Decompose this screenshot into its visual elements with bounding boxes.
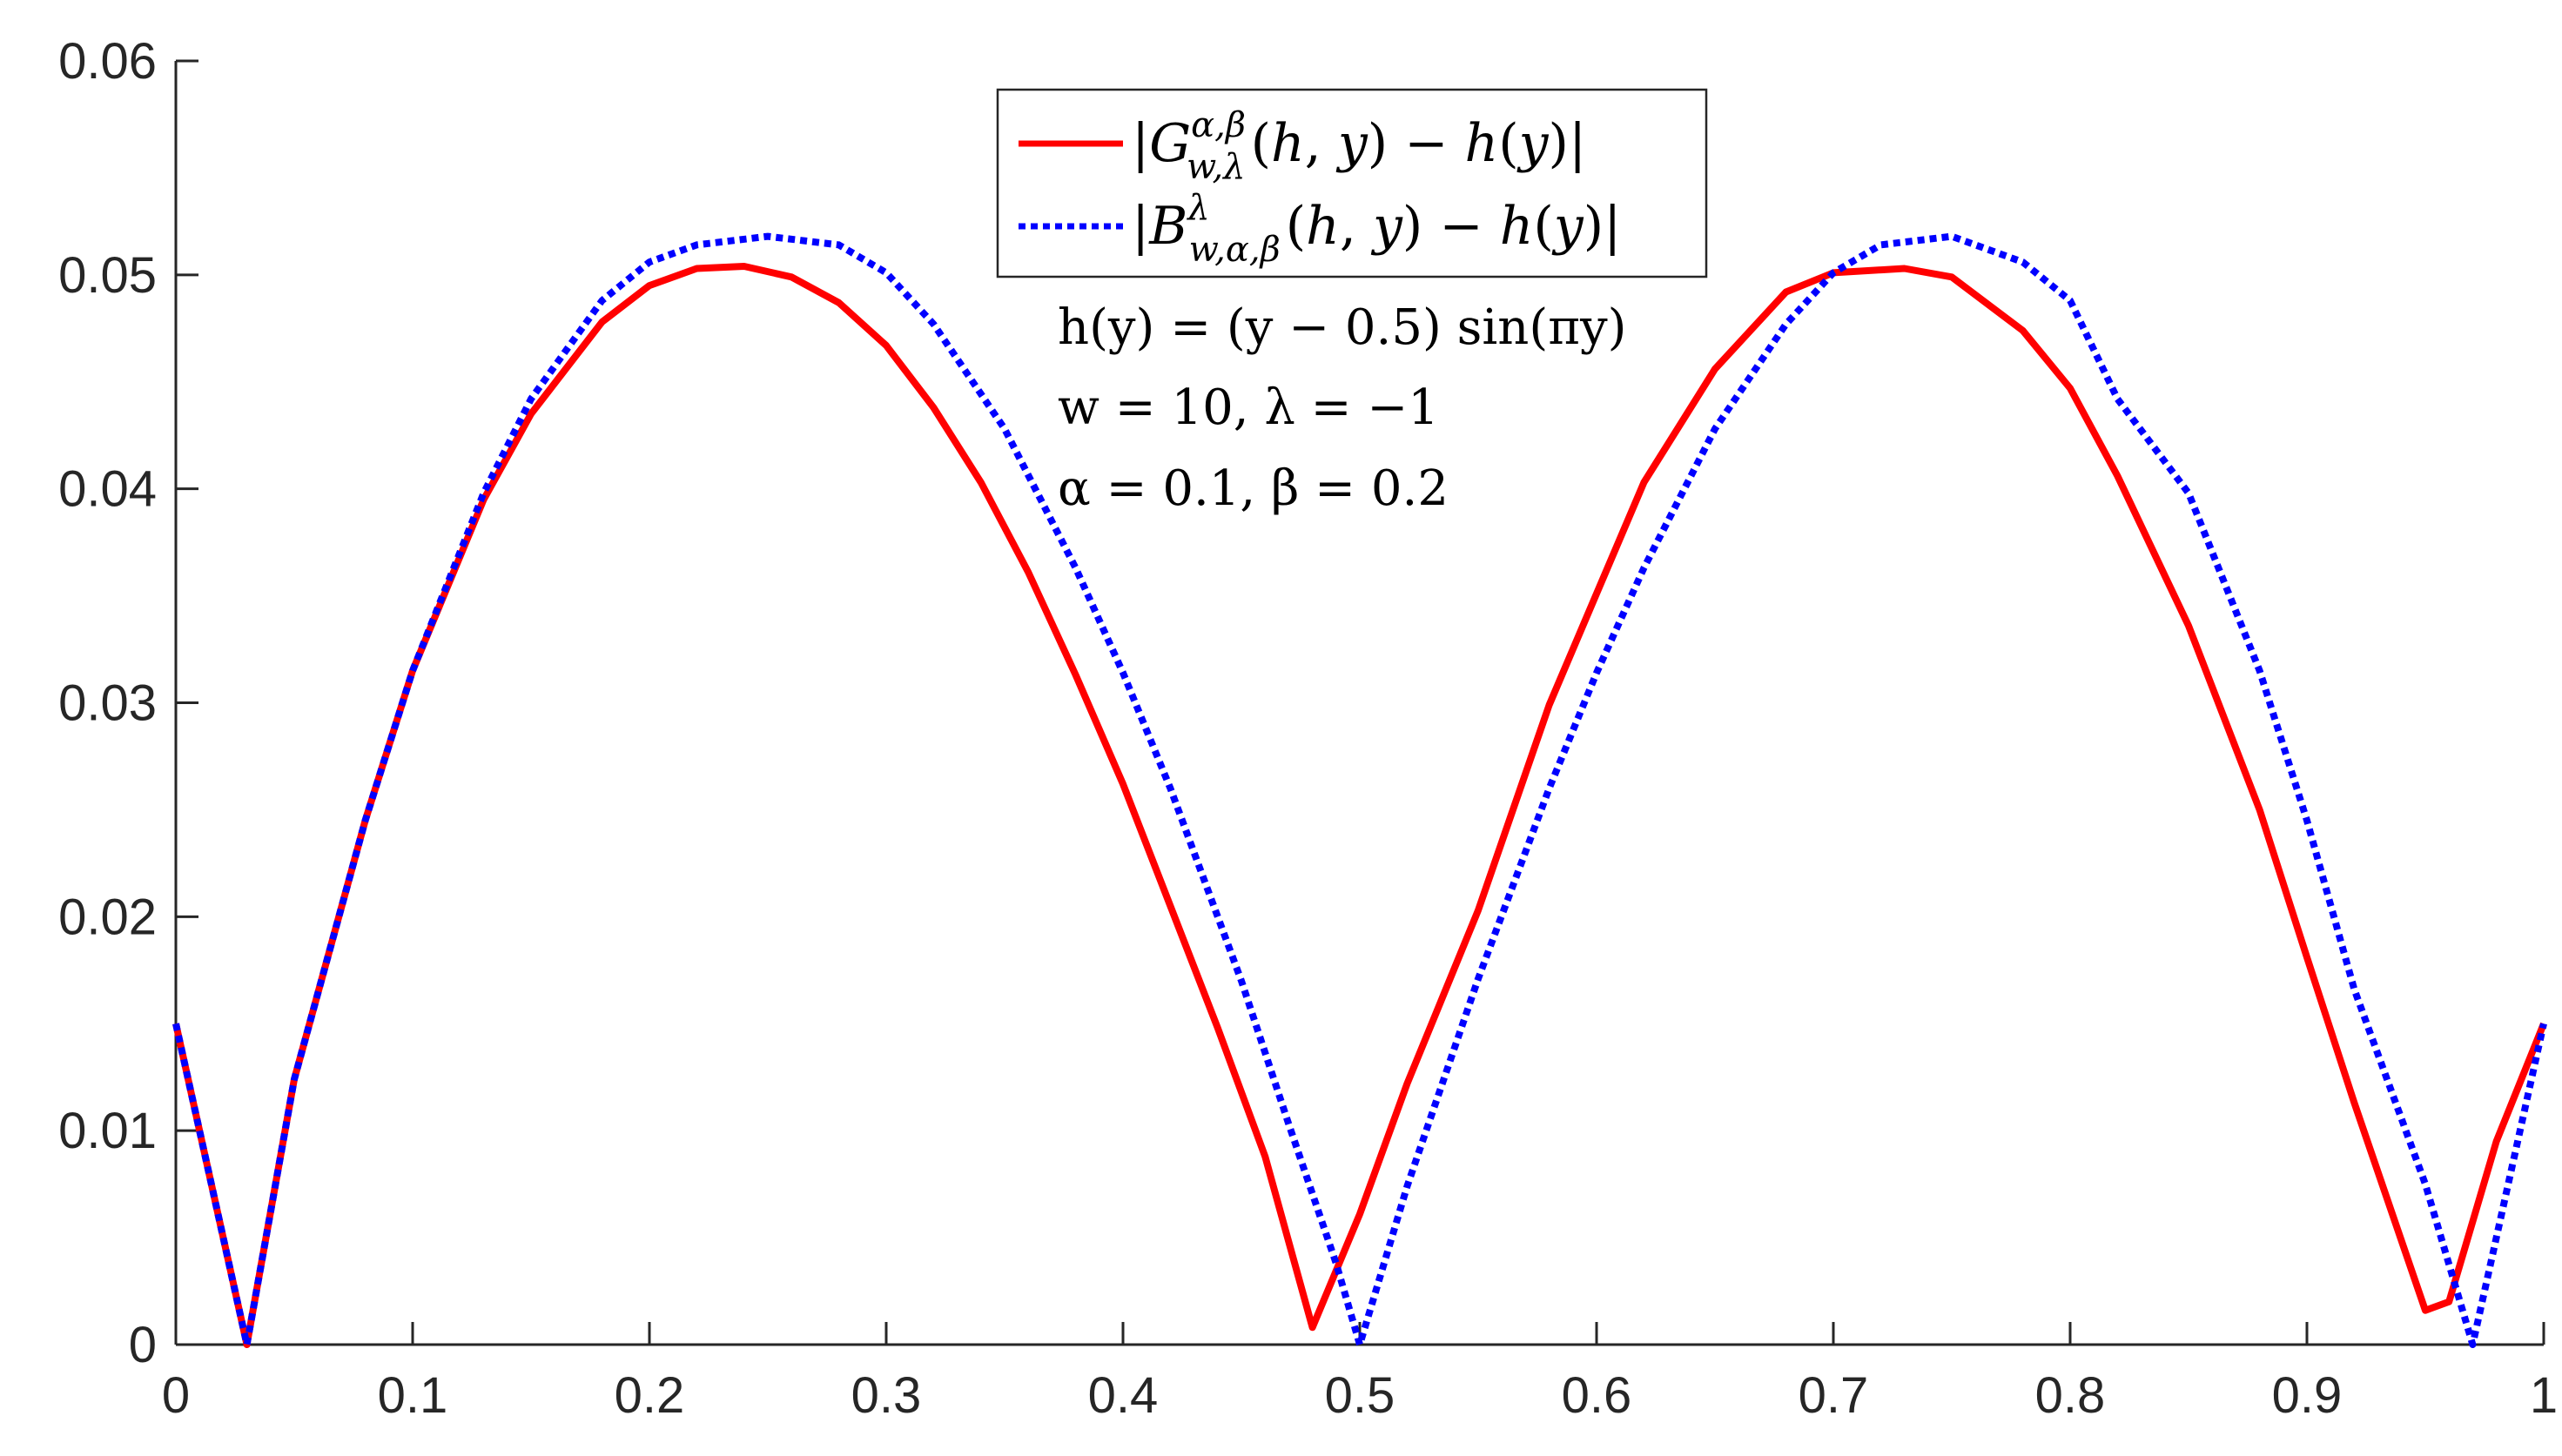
y-axis-ticks: 0 0.01 0.02 0.03 0.04 0.05 0.06 — [58, 33, 198, 1373]
annotations: h(y) = (y − 0.5) sin(πy) w = 10, λ = −1 … — [1058, 299, 1627, 517]
annotation-function: h(y) = (y − 0.5) sin(πy) — [1058, 299, 1627, 356]
x-tick-label: 0 — [162, 1367, 190, 1424]
legend-label-b: |Bλ w,α,β (h, y) − h(y)| — [1132, 188, 1621, 270]
y-tick-label: 0.02 — [58, 889, 157, 945]
y-tick-label: 0.04 — [58, 461, 157, 518]
x-tick-label: 0.3 — [851, 1367, 922, 1424]
annotation-alpha-beta: α = 0.1, β = 0.2 — [1058, 460, 1449, 517]
y-tick-label: 0.05 — [58, 247, 157, 304]
annotation-w-lambda: w = 10, λ = −1 — [1058, 379, 1439, 436]
x-tick-label: 0.9 — [2272, 1367, 2343, 1424]
y-tick-label: 0.03 — [58, 675, 157, 732]
series-line-b-error — [172, 232, 2547, 1348]
x-tick-label: 0.5 — [1325, 1367, 1395, 1424]
x-tick-label: 0.1 — [378, 1367, 448, 1424]
legend-label-g: |Gα,β w,λ (h, y) − h(y)| — [1132, 105, 1586, 187]
x-tick-label: 1 — [2530, 1367, 2558, 1424]
x-axis-ticks: 0 0.1 0.2 0.3 0.4 0.5 0.6 0.7 0.8 0.9 1 — [162, 1322, 2558, 1424]
series-line-g-error — [172, 263, 2547, 1348]
series-lines — [172, 232, 2547, 1348]
legend: |Gα,β w,λ (h, y) − h(y)| |Bλ w,α,β (h, y) − … — [996, 88, 1708, 278]
y-tick-label: 0.01 — [58, 1103, 157, 1159]
x-tick-label: 0.8 — [2035, 1367, 2106, 1424]
x-tick-label: 0.7 — [1799, 1367, 1869, 1424]
y-tick-label: 0 — [129, 1317, 157, 1373]
x-tick-label: 0.4 — [1088, 1367, 1159, 1424]
y-tick-label: 0.06 — [58, 33, 157, 90]
x-tick-label: 0.2 — [615, 1367, 685, 1424]
x-tick-label: 0.6 — [1562, 1367, 1632, 1424]
legend-box — [996, 88, 1708, 278]
